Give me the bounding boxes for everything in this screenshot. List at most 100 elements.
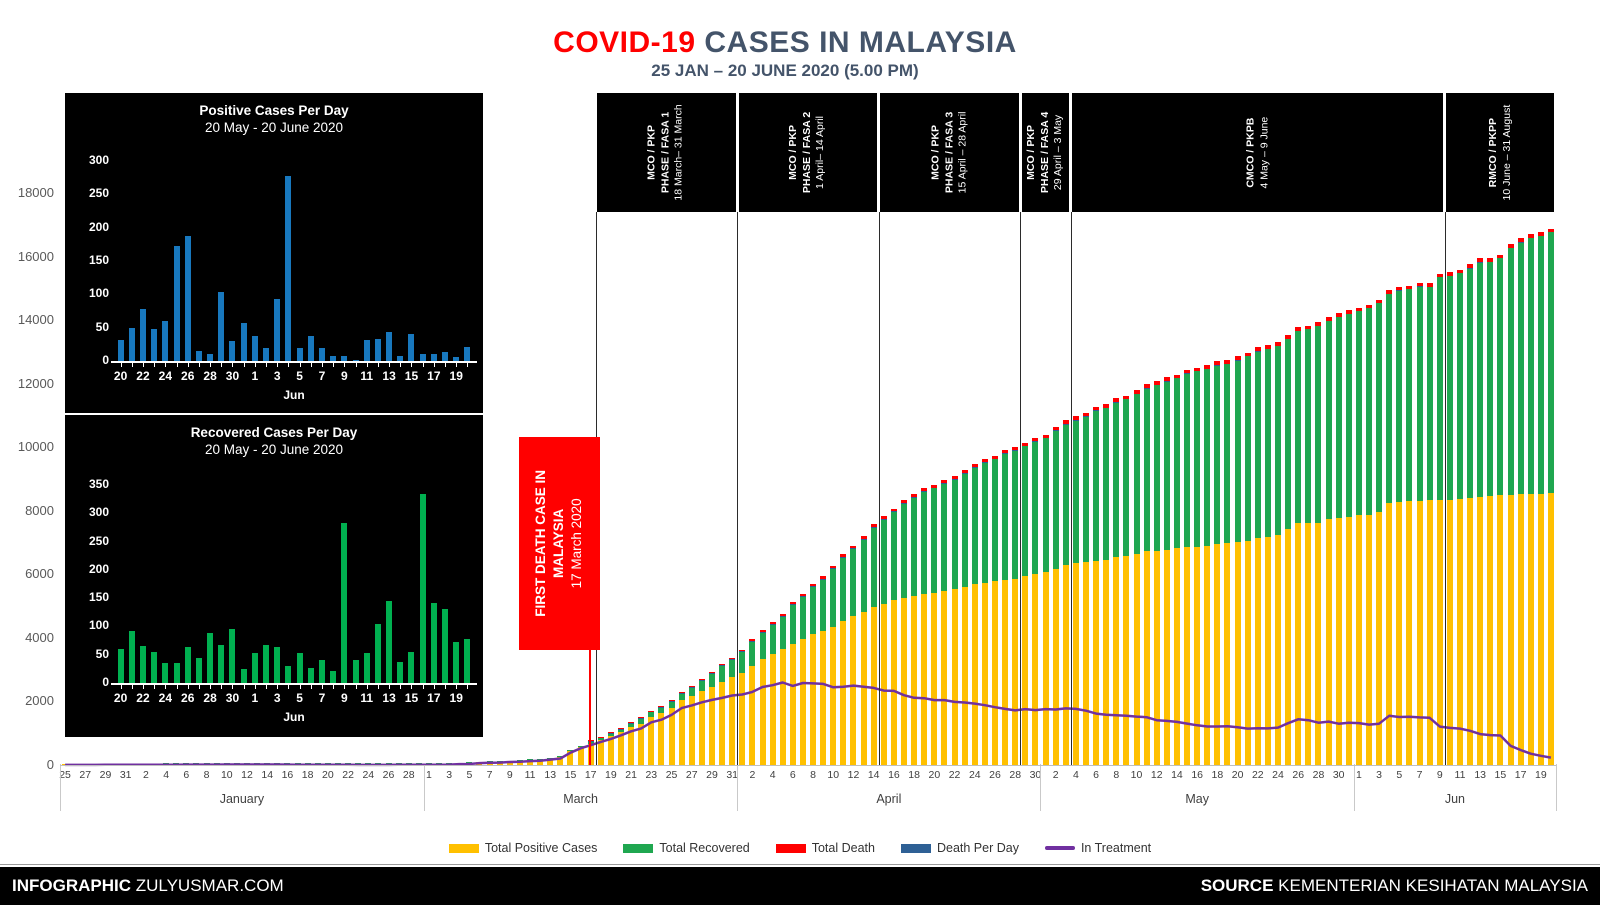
x-axis-tick-label: 20 (1231, 769, 1244, 781)
positive-per-day-bar (218, 292, 225, 361)
legend-label: Total Recovered (659, 841, 750, 855)
positive-segment (1153, 550, 1160, 765)
death-segment (850, 545, 857, 549)
positive-segment (678, 700, 685, 765)
inset-y-tick-label: 0 (102, 675, 109, 689)
recovered-segment (1345, 314, 1352, 517)
recovered-segment (961, 474, 968, 587)
death-per-day-segment (1012, 449, 1019, 451)
death-segment (789, 602, 796, 605)
positive-segment (1204, 545, 1211, 765)
x-axis-tick-label: 20 (322, 769, 334, 781)
stacked-bar (901, 500, 908, 765)
inset-x-tick-label: 28 (203, 691, 217, 705)
death-segment (1062, 420, 1069, 424)
stacked-bar (1436, 273, 1443, 765)
death-per-day-segment (698, 680, 705, 682)
phase-box-4: MCO / PKP PHASE / FASA 4 29 April – 3 May (1021, 93, 1070, 212)
positive-per-day-bar (363, 340, 370, 361)
stacked-bar (557, 756, 564, 765)
death-segment (1345, 310, 1352, 315)
positive-segment (880, 603, 887, 765)
death-segment (1194, 367, 1201, 372)
death-per-day-segment (799, 596, 806, 598)
positive-per-day-bar (139, 309, 146, 361)
positive-segment (658, 713, 665, 765)
recovered-per-day-bar (408, 651, 415, 683)
recovered-segment (688, 688, 695, 697)
positive-segment (648, 716, 655, 765)
recovered-per-day-bar (397, 661, 404, 683)
stacked-bar (1184, 369, 1191, 765)
stacked-bar (840, 554, 847, 765)
month-separator (423, 764, 425, 811)
phase-box-text: MCO / PKP PHASE / FASA 3 15 April – 28 Apr… (929, 112, 970, 194)
inset-axis-tick (389, 685, 391, 689)
recovered-segment (1547, 232, 1554, 494)
stacked-bar (850, 545, 857, 765)
positive-segment (1406, 501, 1413, 765)
x-axis-tick-label: 10 (1130, 769, 1143, 781)
recovered-per-day-bar (330, 671, 337, 683)
positive-segment (840, 621, 847, 765)
inset-axis-tick (288, 363, 290, 367)
stacked-bar (1507, 243, 1514, 765)
death-segment (799, 594, 806, 597)
legend-swatch (775, 843, 806, 853)
death-per-day-segment (1396, 290, 1403, 292)
inset-axis-tick (288, 685, 290, 689)
inset-axis-tick (400, 685, 402, 689)
death-segment (1537, 231, 1544, 236)
positive-segment (618, 732, 624, 765)
x-axis-tick-label: 9 (1436, 769, 1443, 781)
death-per-day-segment (1184, 373, 1191, 375)
positive-per-day-bar (151, 329, 158, 361)
stacked-bar (1537, 231, 1544, 765)
stacked-bar (1244, 352, 1251, 765)
death-segment (901, 500, 908, 503)
recovered-per-day-bar (263, 645, 270, 683)
positive-segment (1224, 543, 1231, 765)
phase-name: MCO / PKP (787, 125, 800, 180)
death-per-day-segment (779, 615, 786, 617)
inset-axis-tick (366, 685, 368, 689)
recovered-per-day-bar (386, 600, 393, 683)
page-title: COVID-19 CASES IN MALAYSIA (0, 26, 1570, 60)
x-axis-tick-label: 27 (685, 769, 698, 781)
death-segment (981, 458, 988, 462)
recovered-per-day-bar (207, 632, 214, 683)
inset-x-tick-label: 13 (382, 691, 396, 705)
inset-x-tick-label: 5 (296, 691, 303, 705)
phase-box-1: MCO / PKP PHASE / FASA 1 18 March– 31 Marc… (597, 93, 736, 212)
positive-per-day-bar (374, 339, 381, 361)
positive-segment (638, 723, 645, 765)
stacked-bar (789, 602, 796, 765)
positive-segment (1527, 493, 1534, 765)
recovered-cases-inset-chart: Recovered Cases Per Day 20 May - 20 June… (65, 415, 483, 737)
death-segment (1264, 345, 1271, 349)
recovered-per-day-bar (162, 663, 169, 683)
positive-segment (1173, 548, 1180, 765)
stacked-bar (658, 705, 665, 765)
phase-dates: 4 May – 9 June (1257, 116, 1270, 189)
recovered-segment (1254, 351, 1261, 539)
death-segment (941, 480, 948, 484)
positive-segment (1042, 572, 1049, 765)
positive-segment (1305, 522, 1312, 765)
inset-axis-tick (422, 363, 424, 367)
death-per-day-segment (1002, 453, 1009, 455)
x-axis-tick-label: 5 (1396, 769, 1403, 781)
inset-axis-tick (120, 685, 122, 689)
recovered-segment (1335, 316, 1342, 519)
death-segment (1547, 228, 1554, 233)
positive-cases-inset-chart: Positive Cases Per Day 20 May - 20 June … (65, 93, 483, 413)
x-axis-tick-label: 11 (524, 769, 536, 781)
death-segment (1143, 384, 1150, 388)
death-per-day-segment (739, 651, 746, 653)
positive-segment (1547, 493, 1554, 765)
legend-swatch (900, 843, 931, 853)
inset-x-tick-label: 17 (427, 369, 441, 383)
stacked-bar (1446, 272, 1453, 765)
